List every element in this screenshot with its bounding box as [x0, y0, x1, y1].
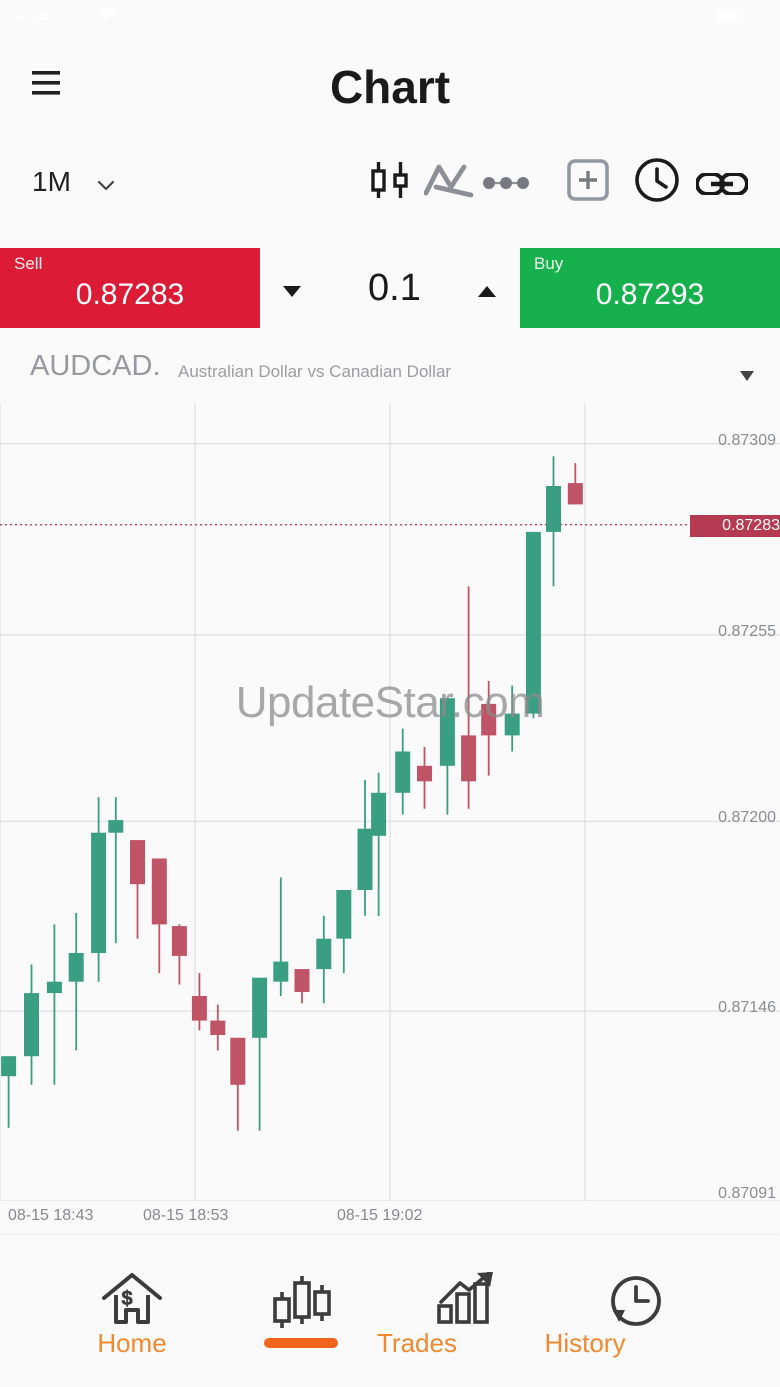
- svg-text:$: $: [121, 1288, 132, 1310]
